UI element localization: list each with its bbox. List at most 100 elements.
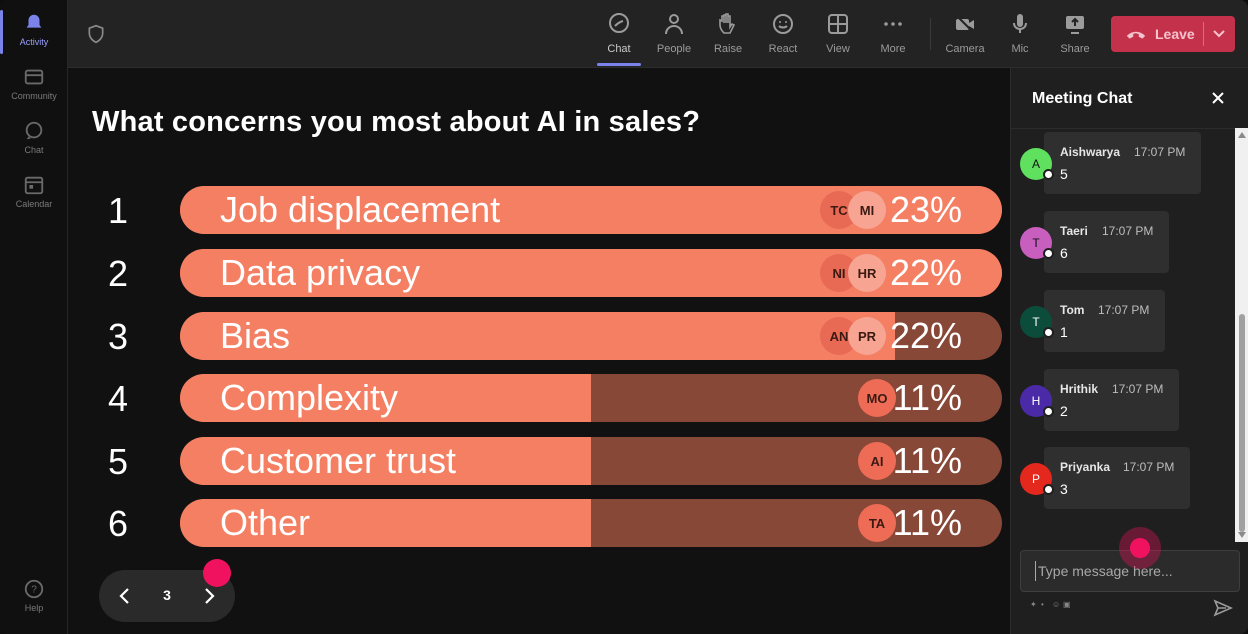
chat-icon: [609, 13, 629, 33]
option-label: Complexity: [220, 377, 399, 418]
message-text: 2: [1060, 403, 1068, 419]
poll-option-row: 5 Customer trust AI 11%: [68, 437, 1010, 485]
more-button[interactable]: More: [867, 10, 919, 62]
chat-title: Meeting Chat: [1032, 90, 1133, 107]
chat-icon: [25, 121, 43, 140]
toolbar-divider: [930, 18, 931, 50]
view-button[interactable]: View: [812, 10, 864, 62]
hang-up-icon: [1126, 31, 1146, 39]
message-time: 17:07 PM: [1123, 460, 1175, 474]
avatar[interactable]: P: [1020, 463, 1054, 495]
chat-button[interactable]: Chat: [593, 10, 645, 66]
chevron-left-icon[interactable]: [113, 584, 137, 608]
option-percentage: 22%: [889, 252, 962, 293]
avatar[interactable]: H: [1020, 385, 1054, 417]
hand-icon: [719, 13, 736, 34]
attach-icon[interactable]: •: [1041, 600, 1044, 609]
leave-button[interactable]: Leave: [1111, 16, 1235, 52]
voter-avatar: PR: [848, 317, 886, 355]
chat-message-list[interactable]: Aishwarya 17:07 PM 5 A Taeri 17:07 PM 6 T Tom 17:…: [1011, 128, 1248, 542]
help-icon: ?: [24, 579, 44, 599]
meeting-chat-panel: Meeting Chat Aishwarya 17:07 PM 5 A Taeri 17:…: [1010, 68, 1248, 634]
message-text: 3: [1060, 481, 1068, 497]
sender-name: Tom: [1060, 303, 1085, 317]
poll-option-row: 1 Job displacement TC MI 23%: [68, 186, 1010, 234]
people-button[interactable]: People: [648, 10, 700, 62]
poll-option-row: 3 Bias AN PR 22%: [68, 312, 1010, 360]
message-time: 17:07 PM: [1102, 224, 1154, 238]
poll-option-row: 6 Other TA 11%: [68, 499, 1010, 547]
chevron-down-icon[interactable]: [1211, 27, 1227, 41]
option-label: Bias: [220, 315, 291, 356]
meeting-toolbar: Chat People Raise React View More Camera: [68, 0, 1248, 68]
voter-avatar: MI: [848, 191, 886, 229]
option-bar-fill: [180, 437, 591, 485]
sender-name: Aishwarya: [1060, 145, 1121, 159]
poll-option-row: 2 Data privacy NI HR 22%: [68, 249, 1010, 297]
rail-item-label: Help: [24, 603, 44, 613]
presence-status-icon: [1043, 327, 1054, 338]
option-bar: Job displacement TC MI 23%: [180, 186, 1002, 234]
option-percentage: 22%: [889, 315, 962, 356]
presence-status-icon: [1043, 169, 1054, 180]
sender-name: Priyanka: [1060, 460, 1111, 474]
option-number: 1: [108, 190, 129, 231]
share-button-label: Share: [1060, 43, 1090, 55]
message-bubble: Tom 17:07 PM 1: [1044, 290, 1165, 352]
message-text: 5: [1060, 166, 1068, 182]
message-text: 6: [1060, 245, 1068, 261]
rail-item-community[interactable]: Community: [0, 66, 68, 101]
scroll-thumb[interactable]: [1239, 314, 1245, 532]
message-bubble: Hrithik 17:07 PM 2: [1044, 369, 1179, 431]
avatar-initial: A: [1031, 157, 1040, 171]
option-bar-fill: [180, 499, 591, 547]
share-button[interactable]: Share: [1049, 10, 1101, 62]
leave-divider: [1203, 22, 1204, 46]
raise-hand-button[interactable]: Raise: [702, 10, 754, 62]
react-button[interactable]: React: [757, 10, 809, 62]
community-icon: [24, 69, 44, 85]
option-number: 3: [108, 316, 129, 357]
option-percentage: 11%: [892, 377, 962, 418]
mic-button[interactable]: Mic: [994, 10, 1046, 62]
message-time: 17:07 PM: [1112, 382, 1164, 396]
message-compose-box[interactable]: [1020, 550, 1240, 592]
avatar[interactable]: A: [1020, 148, 1054, 180]
rail-item-activity[interactable]: Activity: [0, 10, 68, 54]
smile-icon: [773, 14, 793, 34]
rail-item-help[interactable]: ? Help: [0, 578, 68, 613]
message-time: 17:07 PM: [1098, 303, 1150, 317]
rail-item-label: Activity: [19, 37, 49, 47]
chevron-right-icon[interactable]: [197, 584, 221, 608]
scroll-down-arrow[interactable]: [1238, 532, 1246, 538]
option-bar: Data privacy NI HR 22%: [180, 249, 1002, 297]
close-icon[interactable]: [1210, 90, 1226, 106]
rail-item-chat[interactable]: Chat: [0, 120, 68, 155]
rail-item-calendar[interactable]: Calendar: [0, 174, 68, 209]
leave-label: Leave: [1155, 26, 1195, 42]
voter-avatar: AI: [858, 442, 896, 480]
option-label: Other: [220, 502, 311, 543]
chat-scrollbar[interactable]: [1235, 128, 1248, 542]
option-bar: Complexity MO 11%: [180, 374, 1002, 422]
camera-button[interactable]: Camera: [939, 10, 991, 62]
option-label: Customer trust: [220, 440, 457, 481]
presence-status-icon: [1043, 406, 1054, 417]
send-icon[interactable]: [1213, 599, 1233, 617]
avatar[interactable]: T: [1020, 306, 1054, 338]
option-label: Job displacement: [220, 189, 501, 230]
sender-name: Hrithik: [1060, 382, 1099, 396]
emoji-icon[interactable]: ☺: [1052, 600, 1061, 609]
scroll-up-arrow[interactable]: [1238, 132, 1246, 138]
voter-avatar: MO: [858, 379, 896, 417]
message-input[interactable]: [1035, 561, 1225, 581]
cursor-indicator: [203, 559, 231, 587]
option-bar-fill: [180, 312, 896, 360]
format-icon[interactable]: ✦: [1030, 600, 1037, 609]
shield-icon[interactable]: [86, 24, 106, 44]
gif-icon[interactable]: ▣: [1063, 600, 1071, 609]
chat-button-label: Chat: [607, 43, 631, 55]
avatar[interactable]: T: [1020, 227, 1054, 259]
sender-name: Taeri: [1060, 224, 1088, 238]
